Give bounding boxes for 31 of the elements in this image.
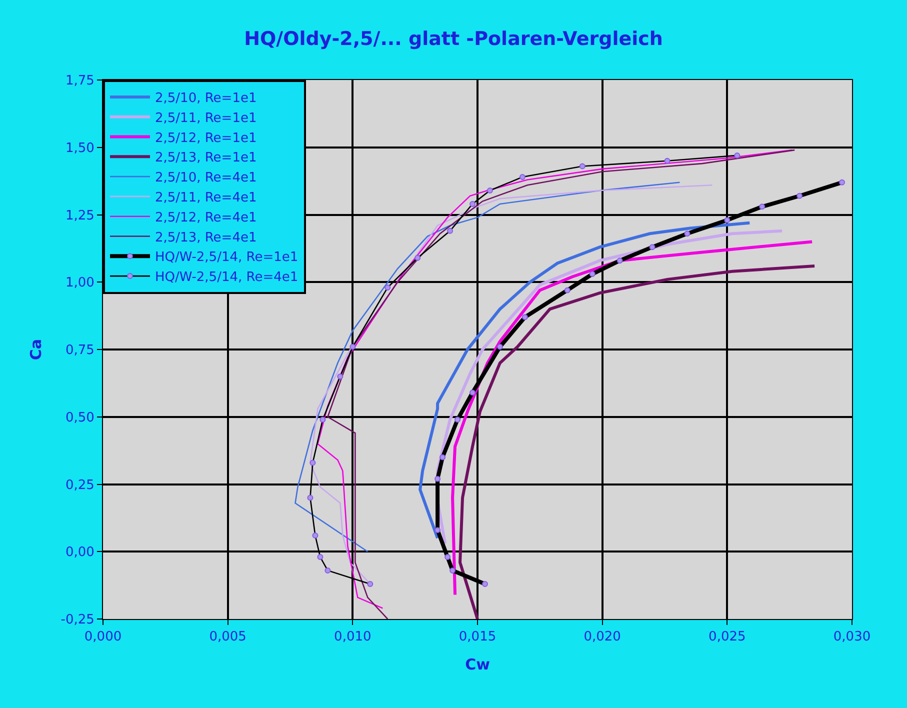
legend-label: 2,5/12, Re=1e1 bbox=[155, 130, 257, 146]
x-axis-title: Cw bbox=[465, 656, 490, 674]
x-tick-label: 0,010 bbox=[334, 630, 372, 645]
y-tick-label: 1,25 bbox=[65, 208, 94, 224]
legend-label: 2,5/11, Re=4e1 bbox=[155, 190, 257, 206]
legend-label: 2,5/10, Re=4e1 bbox=[155, 170, 257, 186]
y-axis-title: Ca bbox=[27, 338, 46, 360]
y-tick-label: 1,00 bbox=[65, 276, 94, 291]
y-tick-label: -0,25 bbox=[60, 612, 94, 628]
legend-label: 2,5/13, Re=1e1 bbox=[155, 150, 257, 166]
legend-label: 2,5/12, Re=4e1 bbox=[155, 210, 257, 226]
legend-label: HQ/W-2,5/14, Re=1e1 bbox=[155, 250, 298, 266]
x-tick-label: 0,030 bbox=[833, 630, 871, 645]
y-tick-label: 0,75 bbox=[65, 343, 94, 358]
x-tick-label: 0,020 bbox=[584, 630, 621, 645]
x-tick-label: 0,025 bbox=[708, 630, 746, 645]
y-tick-label: 0,50 bbox=[65, 410, 94, 426]
legend-label: 2,5/13, Re=4e1 bbox=[155, 230, 257, 246]
x-tick-label: 0,015 bbox=[458, 630, 496, 645]
y-tick-label: 0,00 bbox=[65, 545, 94, 560]
x-tick-label: 0,000 bbox=[84, 630, 122, 645]
legend-label: 2,5/10, Re=1e1 bbox=[155, 91, 257, 106]
legend-label: HQ/W-2,5/14, Re=4e1 bbox=[155, 270, 298, 286]
y-tick-label: 1,75 bbox=[65, 74, 94, 89]
point bbox=[367, 580, 374, 587]
y-tick-label: 1,50 bbox=[65, 140, 94, 156]
legend-label: 2,5/11, Re=1e1 bbox=[155, 110, 257, 126]
y-tick-label: 0,25 bbox=[65, 478, 94, 493]
chart-title: HQ/Oldy-2,5/... glatt -Polaren-Vergleich bbox=[244, 28, 663, 50]
line-series bbox=[418, 221, 752, 540]
x-tick-label: 0,005 bbox=[209, 630, 246, 645]
